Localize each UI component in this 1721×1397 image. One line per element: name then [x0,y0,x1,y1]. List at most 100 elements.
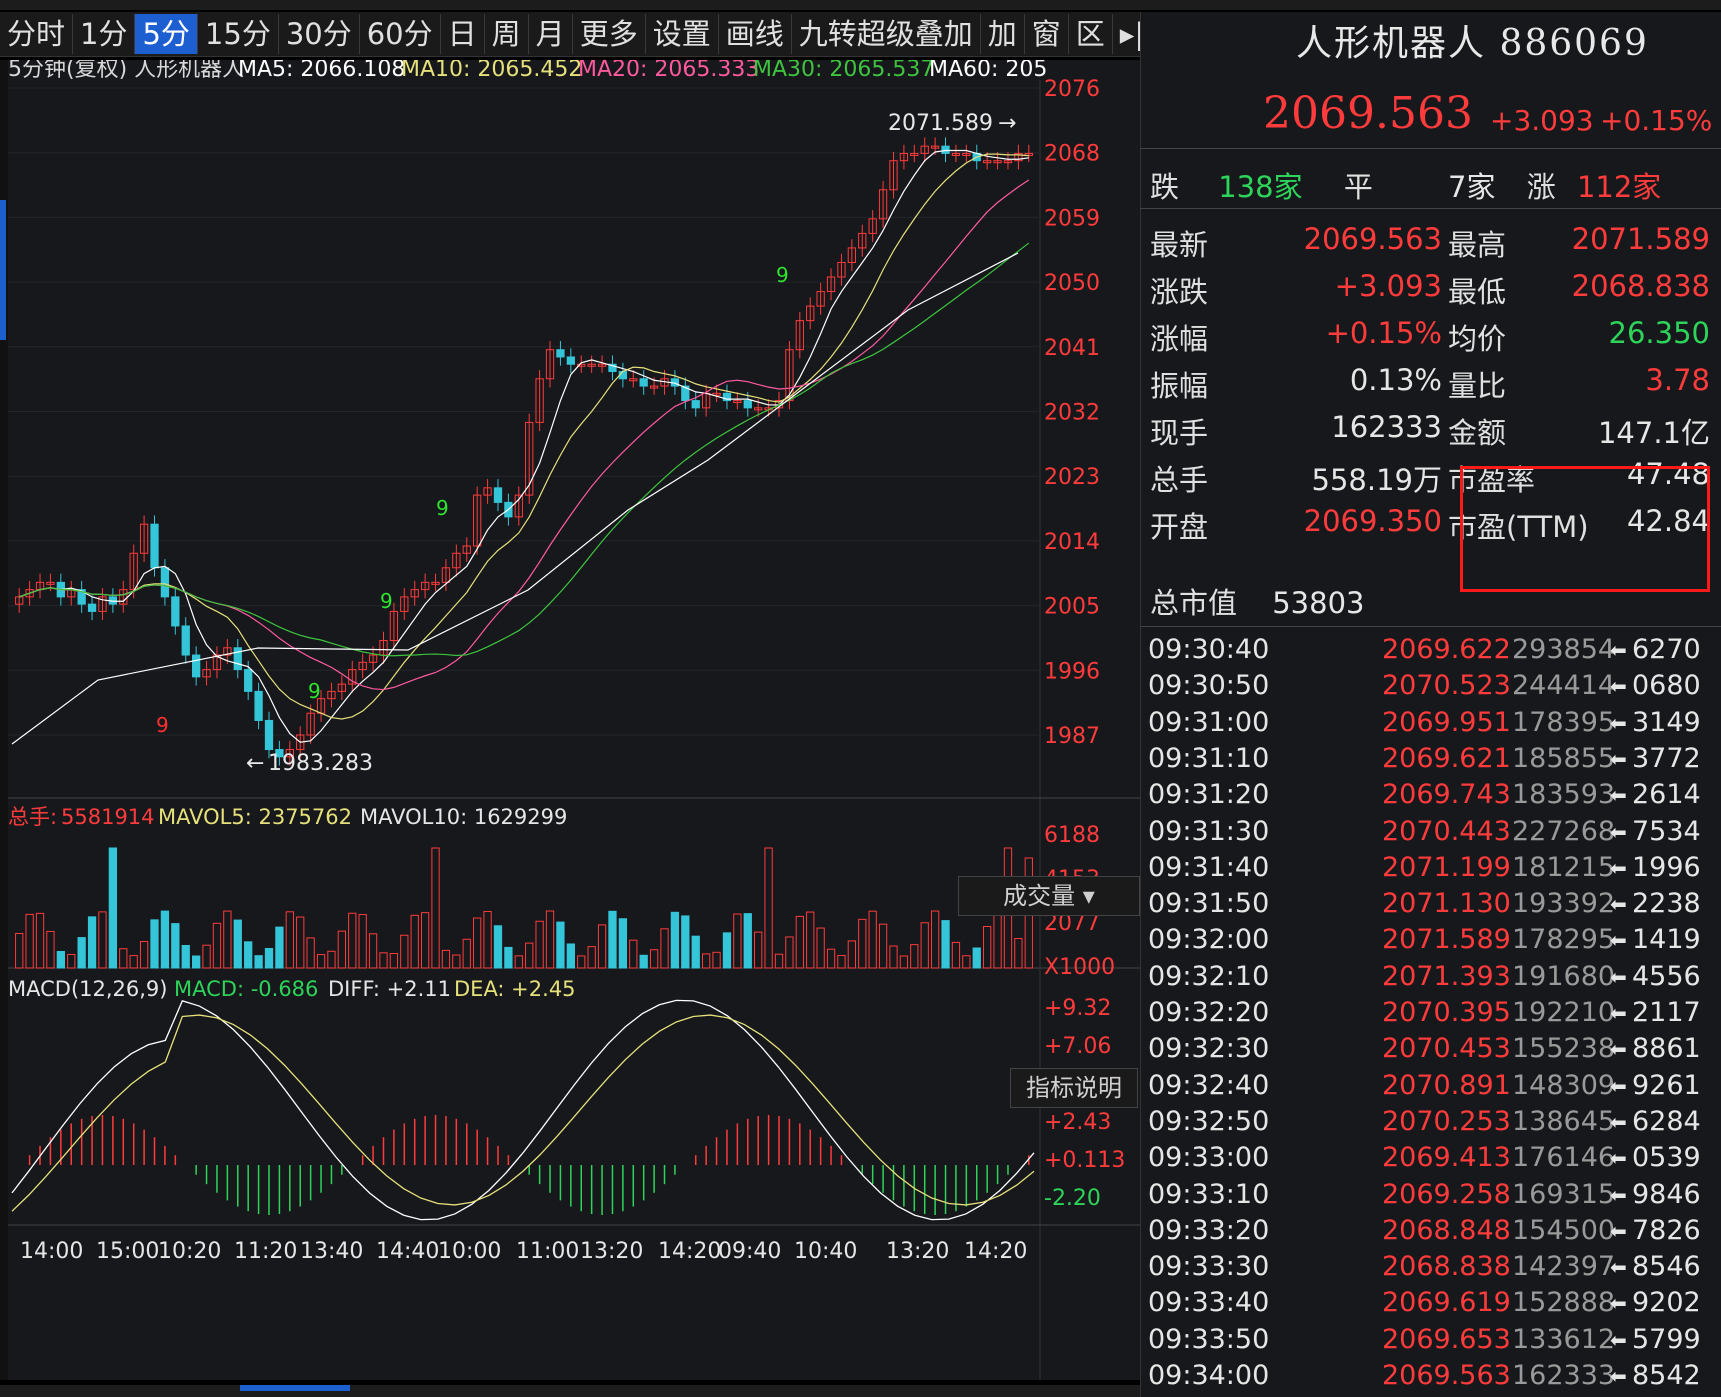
candle-body [368,654,378,663]
volume-bar [545,910,555,969]
toolbar-item-4[interactable]: 30分 [279,14,360,54]
macd-dea-line [11,1014,1035,1212]
td-sequential-nine: 9 [776,263,789,287]
volume-bar [504,946,513,969]
indicator-selector-dropdown[interactable]: 成交量 ▾ [958,876,1140,916]
indicator-selector-label: 成交量 [1003,882,1076,910]
tick-price: 2070.453 [1382,1033,1511,1065]
candle-body [98,596,107,612]
candle-body [452,552,461,569]
toolbar-item-14[interactable]: 窗 [1025,14,1069,54]
indicator-help-button[interactable]: 指标说明 [1010,1068,1138,1108]
mavol10-label: MAVOL10: 1629299 [360,805,567,829]
toolbar-item-9[interactable]: 更多 [573,14,646,54]
toolbar-item-5[interactable]: 60分 [360,14,441,54]
candle-body [983,160,992,164]
toolbar-item-7[interactable]: 周 [485,14,529,54]
tick-volume: 169315 [1512,1178,1616,1210]
arrow-left-icon: ⬅ [1610,855,1627,880]
tick-price: 2069.622 [1382,634,1511,665]
volume-bar [649,949,659,969]
tick-time: 09:32:30 [1148,1033,1270,1065]
volume-bar [514,955,523,969]
last-price: 2069.563 [1263,88,1473,139]
candle-body [837,261,846,278]
tick-amount: 6270 [1632,634,1701,665]
volume-bar [119,948,128,969]
macd-axis-label: -2.20 [1044,1186,1101,1211]
candle-body [743,400,752,409]
time-axis-label: 10:40 [794,1239,857,1264]
candle-body [233,647,242,671]
dea-value: DEA: +2.45 [454,977,576,1001]
tick-price: 2069.653 [1382,1323,1511,1355]
volume-total-value: 5581914 [61,805,155,829]
toolbar-item-10[interactable]: 设置 [646,14,719,54]
volume-bar [629,939,638,969]
arrow-left-icon: ⬅ [1610,1364,1627,1388]
ma-legend-item: MA30: 2065.537 [753,60,934,82]
tick-price: 2068.838 [1382,1251,1511,1283]
tick-amount: 2238 [1632,888,1701,920]
toolbar-item-0[interactable]: 分时 [0,14,74,54]
bottom-scrollbar[interactable] [0,1385,1140,1397]
tick-volume: 185855 [1512,742,1616,774]
macd-axis-label: +0.113 [1044,1148,1125,1173]
tick-amount: 6284 [1632,1105,1701,1137]
toolbar-item-11[interactable]: 画线 [719,14,792,54]
breadth-flat-label: 平 [1343,170,1373,204]
ma-legend-item: MA20: 2065.333 [578,60,759,82]
candle-body [514,494,523,518]
time-axis-label: 14:20 [658,1239,721,1264]
candle-body [826,276,836,293]
candle-body [535,378,544,423]
toolbar-item-8[interactable]: 月 [529,14,573,54]
volume-bar [358,914,367,969]
candle-body [493,487,503,503]
candle-body [337,683,347,692]
volume-axis-label: X1000 [1044,955,1115,980]
tick-price: 2071.199 [1382,851,1511,883]
time-axis-label: 11:20 [234,1239,297,1264]
volume-bar [181,944,190,969]
tick-time: 09:33:40 [1148,1287,1270,1319]
td-sequential-nine: 9 [156,713,169,737]
chart-area[interactable]: 5分钟(复权) 人形机器人 MA5: 2066.108 MA10: 2065.452… [8,57,1140,1380]
price-axis-label: 2023 [1044,465,1100,490]
stat-value: 147.1亿 [1597,416,1710,450]
toolbar-item-1[interactable]: 1分 [73,14,136,54]
stat-label: 金额 [1448,416,1507,450]
arrow-left-icon: ⬅ [1610,1037,1627,1062]
tick-time: 09:30:50 [1148,670,1270,702]
tick-time: 09:30:40 [1148,634,1270,665]
tick-time: 09:32:50 [1148,1105,1270,1137]
stat-label: 均价 [1448,322,1507,356]
stat-value: 3.78 [1645,363,1710,397]
pe-highlight-box [1460,466,1710,592]
candle-body [327,690,336,700]
tick-price: 2069.951 [1382,706,1511,738]
tick-volume: 138645 [1512,1105,1616,1137]
market-cap-value: 53803 [1272,586,1365,620]
volume-bar [212,922,222,969]
stat-label: 市盈(TTM) [1448,510,1589,544]
tick-price: 2071.589 [1382,924,1511,956]
toolbar-item-12[interactable]: 九转超级叠加 [792,14,981,54]
toolbar-item-3[interactable]: 15分 [198,14,279,54]
tick-amount: 4556 [1632,960,1701,992]
volume-bar [223,910,232,969]
toolbar-item-13[interactable]: 加 [981,14,1025,54]
stat-value: 2068.838 [1571,269,1710,303]
toolbar-item-2[interactable]: 5分 [135,14,198,54]
volume-bar [410,914,419,969]
tick-volume: 183593 [1512,779,1616,811]
volume-bar [962,955,971,969]
toolbar-item-15[interactable]: 区 [1069,14,1113,54]
candle-body [639,378,648,387]
candle-body [264,719,274,751]
toolbar-item-6[interactable]: 日 [441,14,485,54]
stat-value: +0.15% [1325,316,1442,350]
ma5-line [19,149,1029,743]
volume-bar [473,917,482,969]
